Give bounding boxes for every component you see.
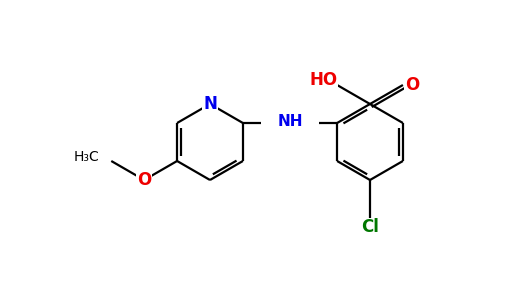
Text: N: N — [203, 95, 217, 113]
Text: O: O — [405, 76, 419, 94]
Text: HO: HO — [309, 71, 337, 89]
Text: O: O — [137, 171, 152, 189]
Text: H₃C: H₃C — [74, 150, 99, 164]
Text: NH: NH — [278, 115, 303, 130]
Text: Cl: Cl — [361, 218, 379, 236]
